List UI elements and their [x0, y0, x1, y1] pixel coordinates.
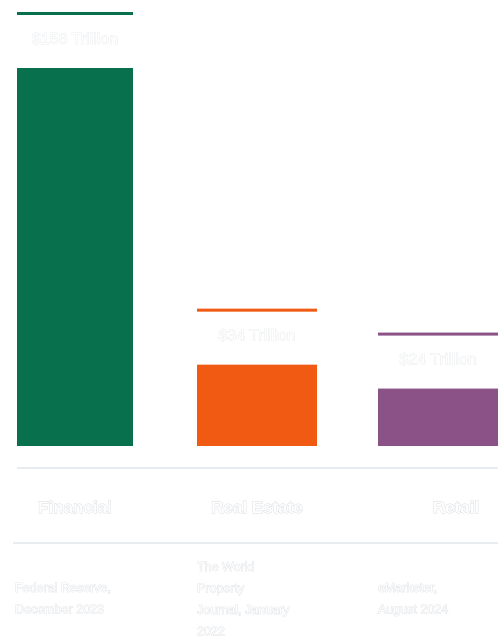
- category-label-retail: Retail: [433, 498, 479, 517]
- bar-real-estate: [197, 364, 317, 446]
- value-label-financial: $158 Trillion: [32, 31, 118, 48]
- category-label-real-estate: Real Estate: [211, 498, 303, 517]
- source-label-retail: eMarketer, August 2024: [378, 581, 448, 617]
- chart-marks: $158 Trillion $34 Trillion $24 Trillion: [17, 12, 498, 446]
- category-labels: Financial Real Estate Retail: [38, 498, 480, 518]
- bar-accent-financial: [17, 12, 133, 15]
- bar-financial: [17, 68, 133, 446]
- source-label-real-estate: The World Property Journal, January 2022: [197, 560, 290, 639]
- bar-accent-real-estate: [197, 308, 317, 312]
- bar-retail: [378, 388, 498, 446]
- source-label-financial: Federal Reserve, December 2023: [15, 581, 111, 617]
- value-label-retail: $24 Trillion: [399, 352, 476, 369]
- bar-accent-retail: [378, 332, 498, 336]
- value-label-real-estate: $34 Trillion: [218, 328, 295, 345]
- category-label-financial: Financial: [38, 498, 112, 517]
- source-labels: Federal Reserve, December 2023 The World Pr…: [15, 560, 449, 639]
